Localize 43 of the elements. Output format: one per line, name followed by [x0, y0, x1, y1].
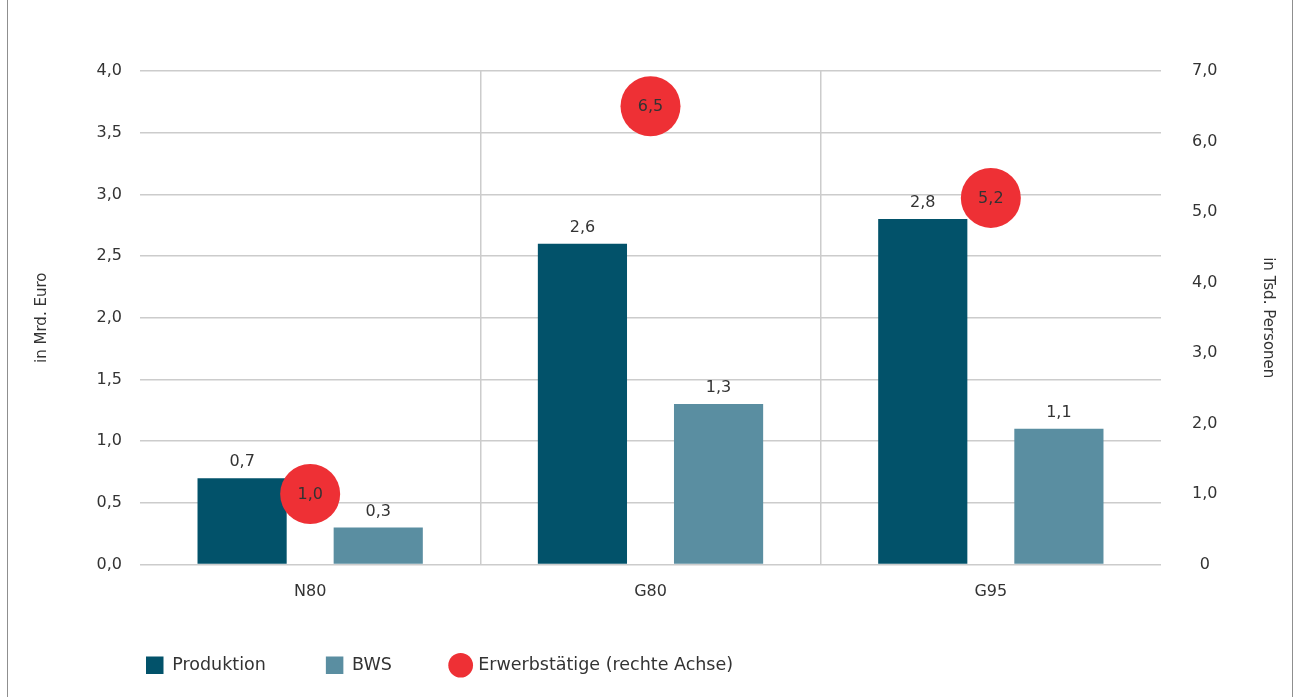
data-label: 2,8 — [910, 192, 936, 212]
x-tick-label: G80 — [634, 581, 667, 601]
legend-label: BWS — [352, 653, 392, 674]
point — [960, 167, 1021, 228]
y-tick-label: 2,0 — [96, 306, 122, 326]
y-tick-label: 4,0 — [96, 60, 122, 80]
x-tick-label: G95 — [974, 581, 1008, 601]
point — [620, 76, 681, 137]
y2-tick-label: 6,0 — [1192, 130, 1218, 150]
bar — [878, 219, 968, 564]
data-label: 0,7 — [229, 451, 255, 471]
x-tick-label: N80 — [294, 581, 327, 601]
data-label: 2,6 — [569, 216, 596, 236]
y2-tick-label: 0 — [1199, 553, 1210, 573]
data-label: 6,5 — [637, 96, 664, 116]
bar — [673, 404, 764, 564]
data-label: 1,0 — [297, 484, 323, 504]
y-tick-label: 1,0 — [96, 430, 122, 450]
data-label: 5,2 — [978, 188, 1004, 208]
y-tick-label: 0,5 — [96, 491, 122, 511]
y2-tick-label: 5,0 — [1192, 201, 1218, 221]
bar — [197, 478, 287, 564]
point — [280, 464, 341, 524]
bar — [537, 243, 628, 564]
legend-label: Produktion — [172, 653, 266, 674]
y2-tick-label: 2,0 — [1192, 412, 1218, 432]
y-tick-label: 0,0 — [96, 553, 122, 573]
y2-tick-label: 1,0 — [1192, 483, 1218, 503]
bar — [1014, 428, 1104, 564]
y-axis-title: in Mrd. Euro — [31, 272, 50, 363]
y2-tick-label: 7,0 — [1192, 60, 1218, 80]
legend-label: Erwerbstätige (rechte Achse) — [478, 653, 734, 674]
y-tick-label: 2,5 — [96, 245, 122, 265]
bar — [333, 527, 423, 564]
data-label: 1,1 — [1046, 401, 1072, 421]
y2-axis-title: in Tsd. Personen — [1260, 257, 1279, 379]
y2-tick-label: 3,0 — [1192, 342, 1218, 362]
data-label: 1,3 — [705, 377, 732, 397]
y2-tick-label: 4,0 — [1192, 271, 1218, 291]
y-tick-label: 3,5 — [96, 121, 122, 141]
y-tick-label: 1,5 — [96, 368, 122, 388]
data-label: 0,3 — [365, 500, 391, 520]
y-tick-label: 3,0 — [96, 183, 122, 203]
